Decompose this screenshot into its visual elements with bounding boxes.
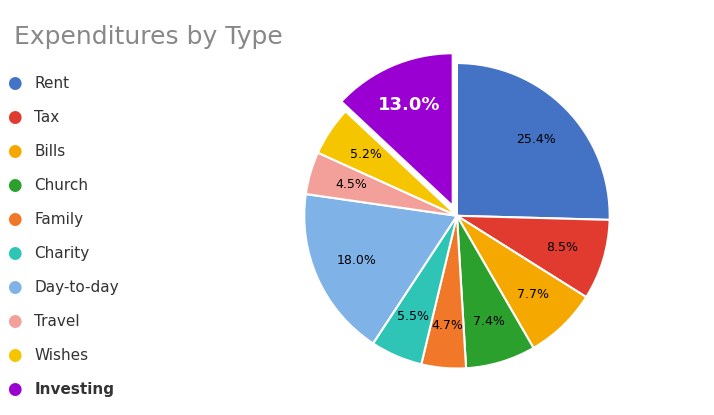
Text: ●: ●	[7, 142, 21, 160]
Text: 18.0%: 18.0%	[337, 254, 376, 267]
Text: ●: ●	[7, 278, 21, 296]
Text: 4.7%: 4.7%	[431, 319, 463, 332]
Text: 7.7%: 7.7%	[518, 288, 549, 301]
Text: ●: ●	[7, 176, 21, 194]
Text: ●: ●	[7, 244, 21, 262]
Text: 5.2%: 5.2%	[350, 148, 381, 161]
Text: Charity: Charity	[34, 246, 89, 261]
Wedge shape	[341, 53, 453, 206]
Text: 8.5%: 8.5%	[546, 241, 578, 254]
Wedge shape	[306, 153, 457, 216]
Text: ●: ●	[7, 210, 21, 228]
Wedge shape	[457, 216, 533, 368]
Text: 13.0%: 13.0%	[378, 96, 441, 114]
Text: 25.4%: 25.4%	[516, 133, 555, 146]
Text: ●: ●	[7, 108, 21, 126]
Text: 7.4%: 7.4%	[473, 315, 505, 327]
Wedge shape	[457, 216, 610, 297]
Text: ●: ●	[7, 74, 21, 92]
Text: ●: ●	[7, 312, 21, 330]
Text: Bills: Bills	[34, 144, 66, 159]
Text: Tax: Tax	[34, 110, 59, 124]
Text: Church: Church	[34, 178, 89, 193]
Text: Travel: Travel	[34, 314, 80, 329]
Text: Wishes: Wishes	[34, 348, 89, 363]
Text: Investing: Investing	[34, 382, 114, 397]
Wedge shape	[318, 111, 457, 216]
Wedge shape	[373, 216, 457, 364]
Wedge shape	[304, 194, 457, 343]
Text: 5.5%: 5.5%	[397, 310, 429, 323]
Text: 4.5%: 4.5%	[336, 178, 368, 191]
Wedge shape	[421, 216, 466, 369]
Text: Family: Family	[34, 212, 84, 227]
Text: Rent: Rent	[34, 76, 69, 90]
Text: Expenditures by Type: Expenditures by Type	[14, 25, 283, 49]
Text: ●: ●	[7, 380, 21, 398]
Wedge shape	[457, 63, 610, 220]
Wedge shape	[457, 216, 586, 348]
Text: ●: ●	[7, 346, 21, 364]
Text: Day-to-day: Day-to-day	[34, 280, 119, 295]
